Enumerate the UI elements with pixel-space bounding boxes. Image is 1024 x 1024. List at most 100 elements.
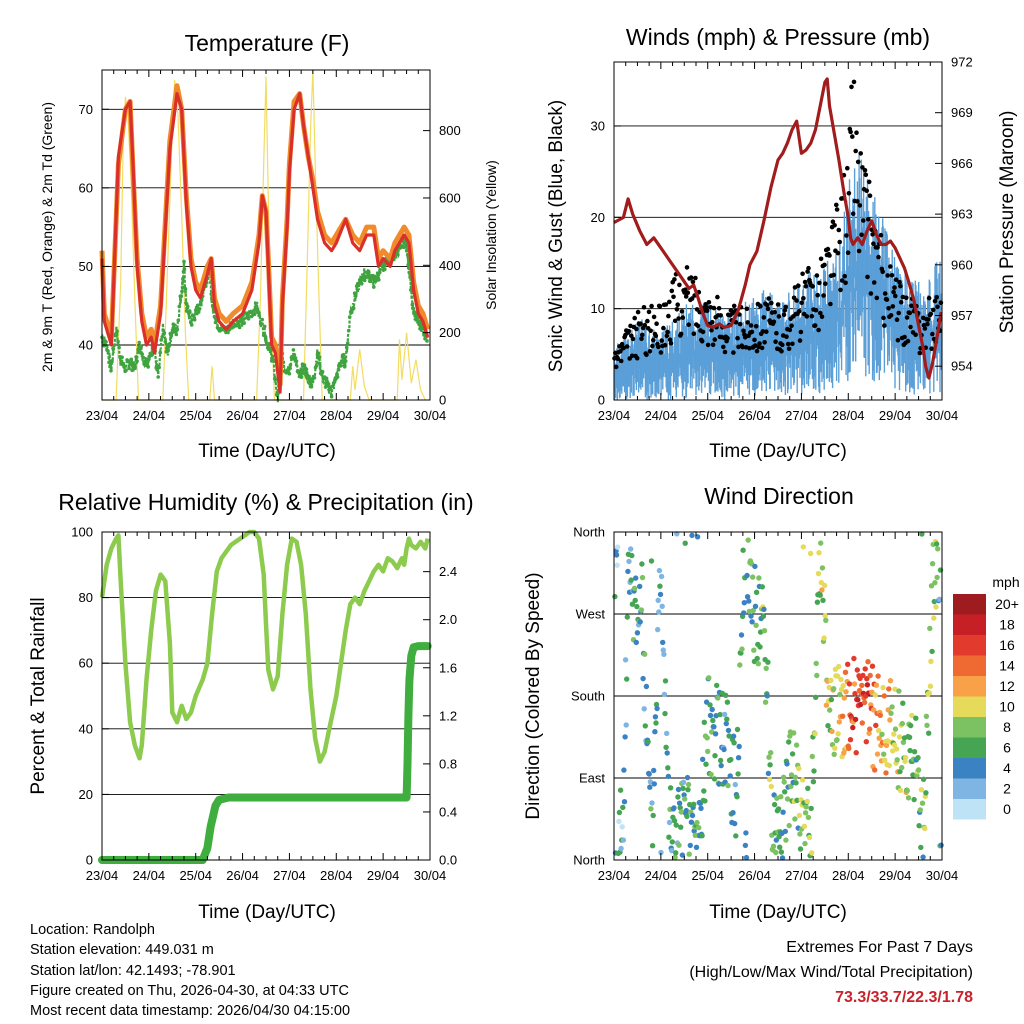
direction-point	[835, 731, 841, 737]
direction-point	[612, 593, 618, 600]
direction-point	[918, 844, 924, 851]
dewpoint-point	[189, 323, 194, 327]
direction-point	[679, 852, 686, 858]
direction-point	[663, 744, 669, 750]
dewpoint-point	[349, 310, 354, 315]
dewpoint-point	[343, 359, 348, 363]
gust-point	[925, 317, 931, 322]
direction-point	[883, 770, 889, 776]
gust-point	[812, 323, 818, 328]
direction-point	[887, 678, 894, 684]
direction-point	[906, 734, 913, 740]
dewpoint-point	[239, 317, 243, 321]
gust-point	[842, 273, 847, 279]
dewpoint-point	[292, 353, 297, 357]
direction-point	[704, 735, 710, 741]
dewpoint-point	[302, 363, 307, 367]
gust-point	[850, 134, 855, 139]
direction-point	[931, 615, 937, 621]
dewpoint-point	[107, 360, 111, 365]
direction-point	[678, 809, 684, 815]
extremes-values: 73.3/33.7/22.3/1.78	[835, 989, 973, 1006]
direction-point	[696, 825, 702, 831]
direction-point	[809, 850, 815, 856]
direction-point	[880, 684, 886, 691]
direction-point	[897, 787, 904, 794]
gust-points	[612, 79, 944, 370]
direction-point	[786, 739, 792, 745]
gust-point	[907, 310, 912, 316]
gust-point	[672, 318, 678, 324]
gust-point	[615, 356, 621, 362]
direction-point	[681, 792, 687, 798]
gust-point	[772, 309, 777, 315]
dewpoint-point	[261, 333, 266, 338]
colorbar-swatch	[953, 594, 986, 615]
direction-point	[896, 734, 903, 740]
direction-point	[877, 712, 883, 718]
dewpoint-point	[352, 291, 357, 296]
direction-point	[625, 568, 631, 575]
colorbar-swatch	[953, 737, 986, 758]
dewpoint-point	[307, 381, 312, 386]
direction-point	[874, 751, 881, 757]
direction-point	[621, 799, 628, 805]
gust-point	[796, 308, 802, 314]
direction-point	[642, 651, 648, 657]
gust-point	[749, 329, 755, 335]
dewpoint-point	[290, 356, 295, 361]
total-rainfall-line	[98, 642, 432, 864]
dewpoint-point	[372, 285, 376, 289]
direction-point	[677, 805, 683, 811]
direction-point	[759, 584, 765, 590]
gust-point	[904, 295, 909, 301]
gust-point	[638, 321, 643, 327]
direction-point	[832, 745, 838, 751]
direction-point	[919, 531, 925, 537]
dewpoint-point	[111, 346, 115, 351]
gust-point	[846, 191, 852, 196]
direction-point	[721, 711, 728, 718]
gust-point	[711, 305, 717, 311]
gust-point	[798, 329, 804, 335]
direction-point	[648, 558, 655, 564]
gust-point	[814, 273, 820, 278]
direction-point	[770, 843, 777, 849]
x-tick-label: 25/04	[179, 868, 212, 883]
dewpoint-point	[293, 356, 298, 360]
gust-point	[908, 324, 913, 330]
direction-point	[675, 786, 682, 793]
y-tick-label: 10	[591, 301, 605, 316]
direction-point	[682, 796, 688, 802]
dewpoint-point	[182, 259, 186, 264]
dewpoint-point	[182, 267, 187, 272]
direction-point	[656, 609, 662, 615]
gust-point	[735, 335, 740, 341]
dewpoint-point	[198, 300, 203, 305]
direction-point	[735, 755, 742, 761]
direction-point	[673, 850, 679, 856]
direction-point	[909, 712, 915, 719]
direction-point	[726, 733, 732, 739]
direction-point	[793, 742, 800, 748]
direction-point	[882, 757, 888, 763]
gust-point	[810, 284, 815, 289]
dewpoint-point	[248, 310, 252, 314]
direction-point	[732, 781, 738, 788]
gust-point	[796, 283, 801, 289]
direction-point	[821, 635, 827, 641]
x-tick-label: 23/04	[598, 868, 631, 883]
direction-point	[652, 729, 658, 735]
direction-point	[867, 726, 873, 732]
gust-point	[676, 316, 681, 321]
dewpoint-point	[176, 318, 181, 323]
dewpoint-point	[255, 310, 260, 315]
gust-point	[870, 232, 875, 237]
direction-point	[764, 693, 770, 699]
gust-point	[684, 265, 690, 270]
dewpoint-point	[150, 352, 154, 357]
dewpoint-point	[262, 324, 267, 329]
direction-point	[766, 754, 772, 760]
x-tick-label: 24/04	[645, 868, 678, 883]
direction-point	[624, 676, 630, 682]
